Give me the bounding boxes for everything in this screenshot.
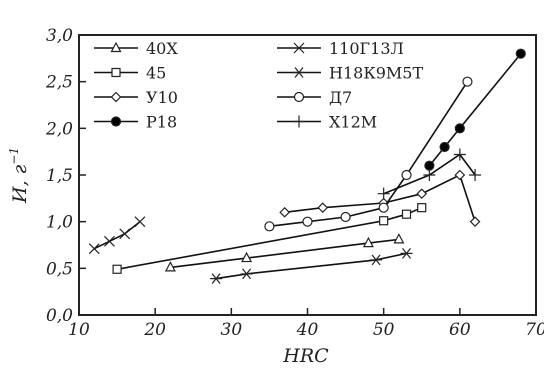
x-tick-label: 10: [68, 320, 90, 340]
y-tick-label: 0,5: [46, 259, 73, 279]
legend-item-у10: У10: [94, 88, 178, 107]
legend-label-н18к9м5т: Н18К9М5Т: [329, 64, 423, 83]
x-axis-title: HRC: [282, 345, 329, 367]
data-point-110г13л: [88, 243, 100, 255]
data-point-45: [401, 209, 412, 219]
legend-marker-45: [111, 67, 121, 78]
y-tick-label: 2,0: [45, 119, 73, 139]
data-point-д7: [302, 216, 313, 227]
series-р18: [424, 48, 526, 171]
x-tick-label: 70: [525, 320, 544, 340]
legend-marker-р18: [110, 116, 122, 127]
data-point-х12м: [453, 148, 466, 161]
data-point-х12м: [423, 169, 436, 181]
legend-label-110г13л: 110Г13Л: [329, 39, 404, 58]
data-point-х12м: [469, 169, 482, 181]
legend-item-р18: Р18: [94, 113, 177, 132]
data-point-40х: [241, 251, 253, 263]
series-line-45: [116, 206, 423, 271]
legend-item-н18к9м5т: Н18К9М5Т: [277, 64, 423, 83]
x-axis-ticks: 10 20 30 40 50 60 70: [68, 308, 544, 340]
y-axis-title-exponent: −1: [7, 147, 21, 165]
series-х12м: [377, 148, 482, 200]
legend-label-45: 45: [146, 64, 166, 83]
legend-label-40х: 40Х: [146, 39, 178, 58]
data-point-н18к9м5т: [240, 268, 253, 280]
series-н18к9м5т: [210, 248, 413, 284]
series-line-р18: [428, 53, 522, 167]
data-point-д7: [401, 169, 412, 181]
legend-item-д7: Д7: [277, 88, 352, 107]
y-axis-title-text: И, г: [9, 164, 31, 204]
x-tick-label: 60: [449, 320, 471, 340]
legend: 40Х 110Г13Л 45 Н18К9М5Т У10 Д7 Р18 Х12М: [94, 39, 423, 132]
data-point-45: [417, 203, 427, 213]
y-tick-label: 1,0: [46, 213, 73, 233]
series-line-х12м: [383, 153, 476, 195]
legend-label-р18: Р18: [146, 113, 177, 132]
data-point-110г13л: [104, 235, 115, 247]
series-line-н18к9м5т: [215, 252, 407, 280]
data-point-45: [112, 264, 122, 274]
data-point-д7: [378, 202, 389, 213]
data-point-н18к9м5т: [370, 254, 383, 266]
y-axis-ticks: 0,0 0,5 1,0 1,5 2,0 2,5 3,0: [45, 26, 86, 326]
data-point-40х: [393, 233, 405, 244]
data-point-у10: [469, 216, 481, 228]
legend-marker-у10: [110, 91, 122, 103]
data-point-40х: [362, 236, 374, 248]
x-tick-label: 30: [221, 320, 243, 340]
y-tick-label: 3,0: [46, 26, 73, 46]
data-point-д7: [264, 221, 275, 232]
data-point-110г13л: [134, 216, 146, 228]
legend-item-40х: 40Х: [94, 39, 178, 58]
y-tick-label: 1,5: [46, 166, 73, 186]
legend-label-д7: Д7: [329, 88, 352, 107]
series-у10: [279, 169, 481, 228]
series-110г13л: [88, 216, 146, 255]
legend-item-110г13л: 110Г13Л: [277, 39, 404, 58]
data-point-у10: [279, 206, 290, 218]
y-tick-label: 0,0: [46, 306, 73, 326]
series-45: [112, 203, 427, 274]
series-line-у10: [284, 173, 476, 222]
data-point-д7: [340, 211, 351, 223]
legend-label-х12м: Х12М: [329, 113, 377, 132]
data-point-н18к9м5т: [210, 273, 223, 284]
data-point-р18: [454, 123, 465, 134]
data-point-40х: [164, 261, 176, 272]
data-point-45: [379, 216, 389, 226]
data-point-у10: [416, 188, 428, 200]
series-line-40х: [170, 238, 399, 269]
data-point-д7: [462, 76, 473, 87]
legend-marker-110г13л: [293, 42, 305, 54]
legend-marker-х12м: [293, 115, 305, 128]
y-tick-label: 2,5: [45, 73, 73, 93]
x-tick-label: 40: [296, 320, 319, 340]
data-point-н18к9м5т: [400, 248, 413, 259]
series-line-110г13л: [93, 221, 141, 250]
data-point-р18: [439, 141, 450, 153]
series-layer: [88, 48, 526, 284]
legend-item-45: 45: [94, 64, 166, 83]
y-axis-title: И, г−1: [7, 147, 31, 204]
series-line-д7: [269, 81, 469, 228]
x-tick-label: 20: [143, 320, 166, 340]
data-point-у10: [317, 202, 329, 214]
legend-item-х12м: Х12М: [277, 113, 377, 132]
data-point-р18: [515, 48, 526, 59]
data-point-р18: [424, 160, 435, 171]
x-tick-label: 50: [373, 320, 395, 340]
legend-marker-д7: [293, 91, 305, 103]
legend-label-у10: У10: [146, 88, 178, 107]
data-point-у10: [454, 169, 466, 181]
series-40х: [164, 233, 405, 272]
legend-marker-40х: [110, 41, 122, 53]
data-point-110г13л: [119, 228, 131, 240]
data-point-х12м: [377, 187, 390, 200]
series-д7: [264, 76, 473, 232]
legend-marker-н18к9м5т: [293, 67, 305, 78]
